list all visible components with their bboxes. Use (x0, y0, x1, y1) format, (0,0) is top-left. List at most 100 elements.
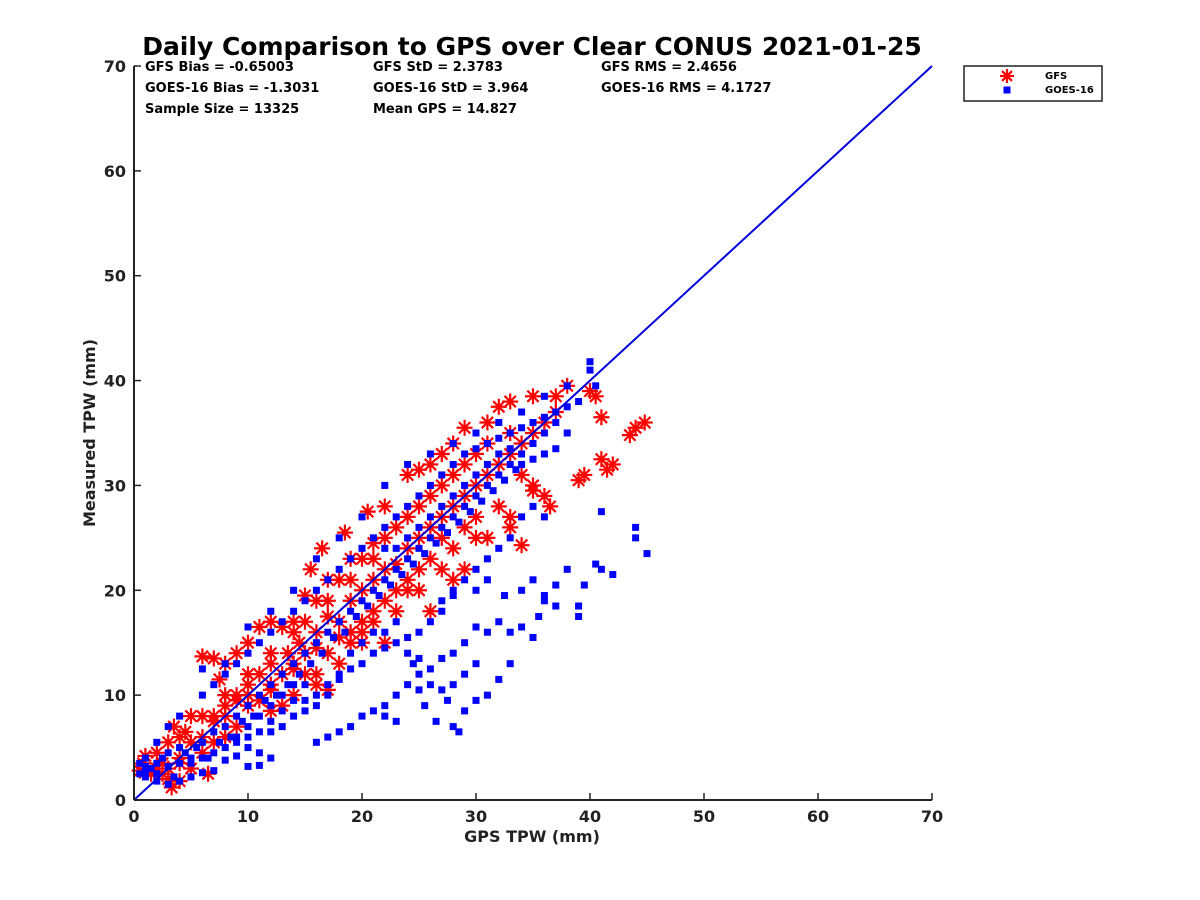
goes16-point (301, 681, 309, 689)
goes16-point (415, 492, 423, 500)
goes16-point (438, 502, 446, 510)
goes16-point (472, 586, 480, 594)
goes16-point (221, 744, 229, 752)
gfs-point (490, 498, 507, 515)
goes16-point (592, 560, 600, 568)
goes16-point (324, 733, 332, 741)
gfs-point (399, 466, 416, 483)
goes16-point (483, 576, 491, 584)
goes16-point (341, 628, 349, 636)
goes16-point (466, 508, 474, 516)
goes16-point (193, 744, 201, 752)
gfs-point (399, 508, 416, 525)
goes16-point (221, 660, 229, 668)
goes16-point (404, 534, 412, 542)
goes16-point (404, 633, 412, 641)
gfs-point (314, 540, 331, 557)
goes16-point (643, 550, 651, 558)
goes16-point (324, 691, 332, 699)
goes16-point (398, 571, 406, 579)
goes16-point (381, 702, 389, 710)
goes16-point (518, 424, 526, 432)
goes16-point (438, 654, 446, 662)
gfs-point (433, 445, 450, 462)
goes16-point (438, 607, 446, 615)
goes16-point (358, 712, 366, 720)
goes16-point (483, 555, 491, 563)
gfs-point (302, 561, 319, 578)
goes16-point (136, 770, 144, 778)
goes16-point (369, 649, 377, 657)
legend-box (963, 65, 1103, 102)
goes16-point (381, 712, 389, 720)
goes16-point (495, 434, 503, 442)
goes16-point (164, 749, 172, 757)
goes16-point (506, 660, 514, 668)
goes16-point (483, 481, 491, 489)
gfs-point (262, 702, 279, 719)
goes16-point (136, 759, 144, 767)
gfs-point (365, 613, 382, 630)
gfs-point (194, 648, 211, 665)
chart-title: Daily Comparison to GPS over Clear CONUS… (142, 32, 922, 61)
goes16-point (347, 723, 355, 731)
goes16-point (210, 728, 218, 736)
goes-rms-text: GOES-16 RMS = 4.1727 (601, 81, 771, 96)
goes16-point (506, 534, 514, 542)
goes16-point (267, 681, 275, 689)
goes16-point (426, 618, 434, 626)
y-tick-label: 50 (104, 267, 126, 286)
gfs-point (621, 427, 638, 444)
goes16-point (426, 450, 434, 458)
gfs-point (411, 561, 427, 578)
goes16-point (461, 670, 469, 678)
goes16-point (529, 439, 537, 447)
goes16-point (238, 717, 246, 725)
goes16-point (472, 660, 480, 668)
goes16-point (187, 759, 195, 767)
gfs-point (502, 393, 519, 410)
goes16-point (301, 696, 309, 704)
goes16-point (575, 613, 583, 620)
y-tick-label: 20 (104, 581, 126, 600)
goes16-point (233, 733, 241, 741)
scatter-markers (131, 358, 653, 796)
goes16-point (540, 413, 548, 421)
gfs-point (593, 409, 610, 426)
goes16-point (221, 756, 229, 764)
goes16-point (432, 539, 440, 547)
goes16-point (278, 707, 286, 715)
goes16-point (478, 497, 486, 505)
goes16-point (518, 460, 526, 468)
goes16-point (540, 597, 548, 605)
goes16-point (284, 681, 292, 689)
goes16-point (153, 738, 161, 746)
goes16-point (204, 754, 212, 762)
goes16-point (483, 439, 491, 447)
goes16-point (369, 586, 377, 594)
goes16-point (312, 691, 320, 699)
goes16-point (597, 508, 605, 516)
goes16-point (267, 754, 275, 762)
goes16-point (438, 597, 446, 605)
gfs-point (525, 477, 541, 494)
goes16-point (529, 576, 537, 584)
goes16-point (153, 777, 161, 785)
goes16-point (563, 429, 571, 437)
gfs-point (308, 592, 325, 609)
goes16-point (244, 649, 252, 657)
goes16-point (164, 762, 172, 770)
goes16-point (449, 586, 457, 594)
statistics-block: GFS Bias = -0.65003 GFS StD = 2.3783 GFS… (145, 60, 771, 117)
gfs-point (319, 592, 336, 609)
goes16-point (421, 550, 429, 558)
gfs-point (636, 414, 653, 431)
goes16-point (198, 754, 206, 762)
goes16-point (290, 696, 298, 704)
goes16-point (455, 518, 463, 526)
goes16-point (535, 613, 543, 620)
y-axis-label: Measured TPW (mm) (80, 339, 99, 527)
x-tick-label: 0 (128, 807, 139, 826)
goes16-point (518, 450, 526, 458)
goes16-point (216, 738, 223, 746)
